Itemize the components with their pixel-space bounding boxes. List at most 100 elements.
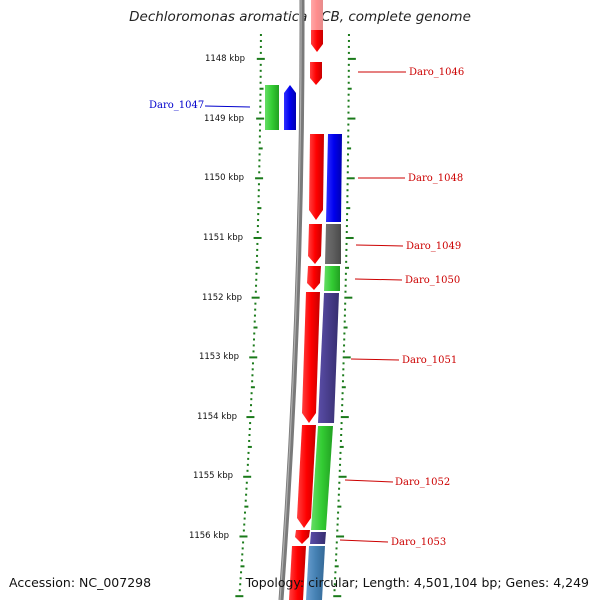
tick-mark (254, 302, 257, 305)
tick-mark (347, 117, 356, 120)
gene-label-daro-1047[interactable]: Daro_1047 (149, 100, 204, 111)
topology-text: Topology: circular; Length: 4,501,104 bp… (245, 575, 589, 590)
tick-mark (346, 219, 349, 222)
tick-mark (338, 481, 341, 484)
gene-arrow[interactable] (307, 266, 321, 290)
tick-mark (244, 511, 247, 514)
tick-mark (247, 451, 250, 454)
tick-mark (239, 577, 242, 580)
tick-mark (336, 535, 345, 538)
tick-mark (258, 171, 261, 174)
scale-label: 1152 kbp (202, 293, 242, 303)
tick-mark (344, 278, 347, 281)
tick-mark (347, 93, 350, 96)
tick-mark (245, 493, 248, 496)
tick-mark (340, 433, 343, 436)
leader-line (339, 539, 389, 543)
tick-mark (338, 487, 341, 490)
left-feature-ring (265, 85, 296, 130)
tick-mark (339, 439, 342, 442)
scale-label: 1149 kbp (204, 114, 244, 124)
tick-mark (255, 266, 260, 269)
tick-mark (346, 177, 355, 180)
tick-mark (333, 595, 342, 598)
tick-mark (253, 314, 256, 317)
tick-mark (258, 141, 261, 144)
tick-mark (253, 326, 258, 329)
tick-mark (240, 571, 243, 574)
tick-mark (259, 123, 262, 126)
gene-label-daro-1053[interactable]: Daro_1053 (391, 537, 446, 548)
tick-mark (250, 398, 253, 401)
gene-arrow[interactable] (308, 224, 322, 264)
tick-mark (257, 195, 260, 198)
gene-label-daro-1048[interactable]: Daro_1048 (408, 173, 463, 184)
tick-mark (244, 499, 247, 502)
tick-mark (337, 511, 340, 514)
gene-block[interactable] (306, 546, 325, 600)
tick-mark (347, 51, 350, 54)
tick-mark (258, 135, 261, 138)
tick-mark (336, 529, 339, 532)
scale-label: 1151 kbp (203, 233, 243, 243)
tick-mark (256, 225, 259, 228)
tick-mark (256, 242, 259, 245)
tick-mark (252, 338, 255, 341)
gene-arrow[interactable] (297, 425, 316, 528)
tick-mark (238, 589, 241, 592)
tick-mark (338, 469, 341, 472)
gene-arrow[interactable] (284, 85, 296, 130)
tick-mark (246, 463, 249, 466)
gene-arrow[interactable] (295, 530, 310, 544)
tick-mark (247, 457, 250, 460)
tick-mark (249, 422, 252, 425)
gene-arrow[interactable] (289, 546, 306, 600)
tick-mark (239, 583, 242, 586)
tick-mark (241, 547, 244, 550)
tick-mark (339, 445, 344, 448)
gene-label-daro-1046[interactable]: Daro_1046 (409, 67, 464, 78)
gene-block[interactable] (318, 293, 339, 423)
gene-block[interactable] (311, 426, 333, 530)
gene-label-daro-1052[interactable]: Daro_1052 (395, 477, 450, 488)
gene-block[interactable] (325, 224, 341, 264)
gene-arrow-faded[interactable] (311, 0, 323, 30)
tick-mark (254, 290, 257, 293)
tick-mark (253, 320, 256, 323)
tick-mark (258, 129, 261, 132)
tick-mark (245, 481, 248, 484)
tick-mark (333, 589, 336, 592)
tick-mark (346, 171, 349, 174)
gene-block[interactable] (324, 266, 340, 291)
tick-mark (258, 153, 261, 156)
tick-mark (345, 242, 348, 245)
leader-line (354, 278, 403, 281)
tick-mark (344, 272, 347, 275)
tick-mark (256, 117, 265, 120)
tick-mark (256, 231, 259, 234)
kbp-scale: 1148 kbp 1149 kbp 1150 kbp 1151 kbp 1152… (189, 54, 245, 541)
tick-mark (243, 517, 246, 520)
tick-mark (345, 254, 348, 257)
tick-mark (347, 87, 352, 90)
gene-label-daro-1050[interactable]: Daro_1050 (405, 275, 460, 286)
gene-label-daro-1049[interactable]: Daro_1049 (406, 241, 461, 252)
gene-arrow[interactable] (309, 134, 324, 220)
gene-block[interactable] (310, 532, 326, 544)
tick-mark (347, 81, 350, 84)
tick-mark (255, 260, 258, 263)
gene-arrow[interactable] (302, 292, 320, 423)
tick-mark (346, 159, 349, 162)
gene-label-daro-1051[interactable]: Daro_1051 (402, 355, 457, 366)
tick-mark (257, 213, 260, 216)
gene-block[interactable] (326, 134, 342, 222)
tick-mark (337, 505, 342, 508)
tick-mark (258, 159, 261, 162)
gene-block[interactable] (265, 85, 279, 130)
gene-arrow[interactable] (310, 62, 322, 85)
tick-mark (242, 541, 245, 544)
tick-mark (343, 344, 346, 347)
tick-mark (347, 141, 350, 144)
tick-mark (248, 428, 251, 431)
tick-mark (334, 565, 339, 568)
